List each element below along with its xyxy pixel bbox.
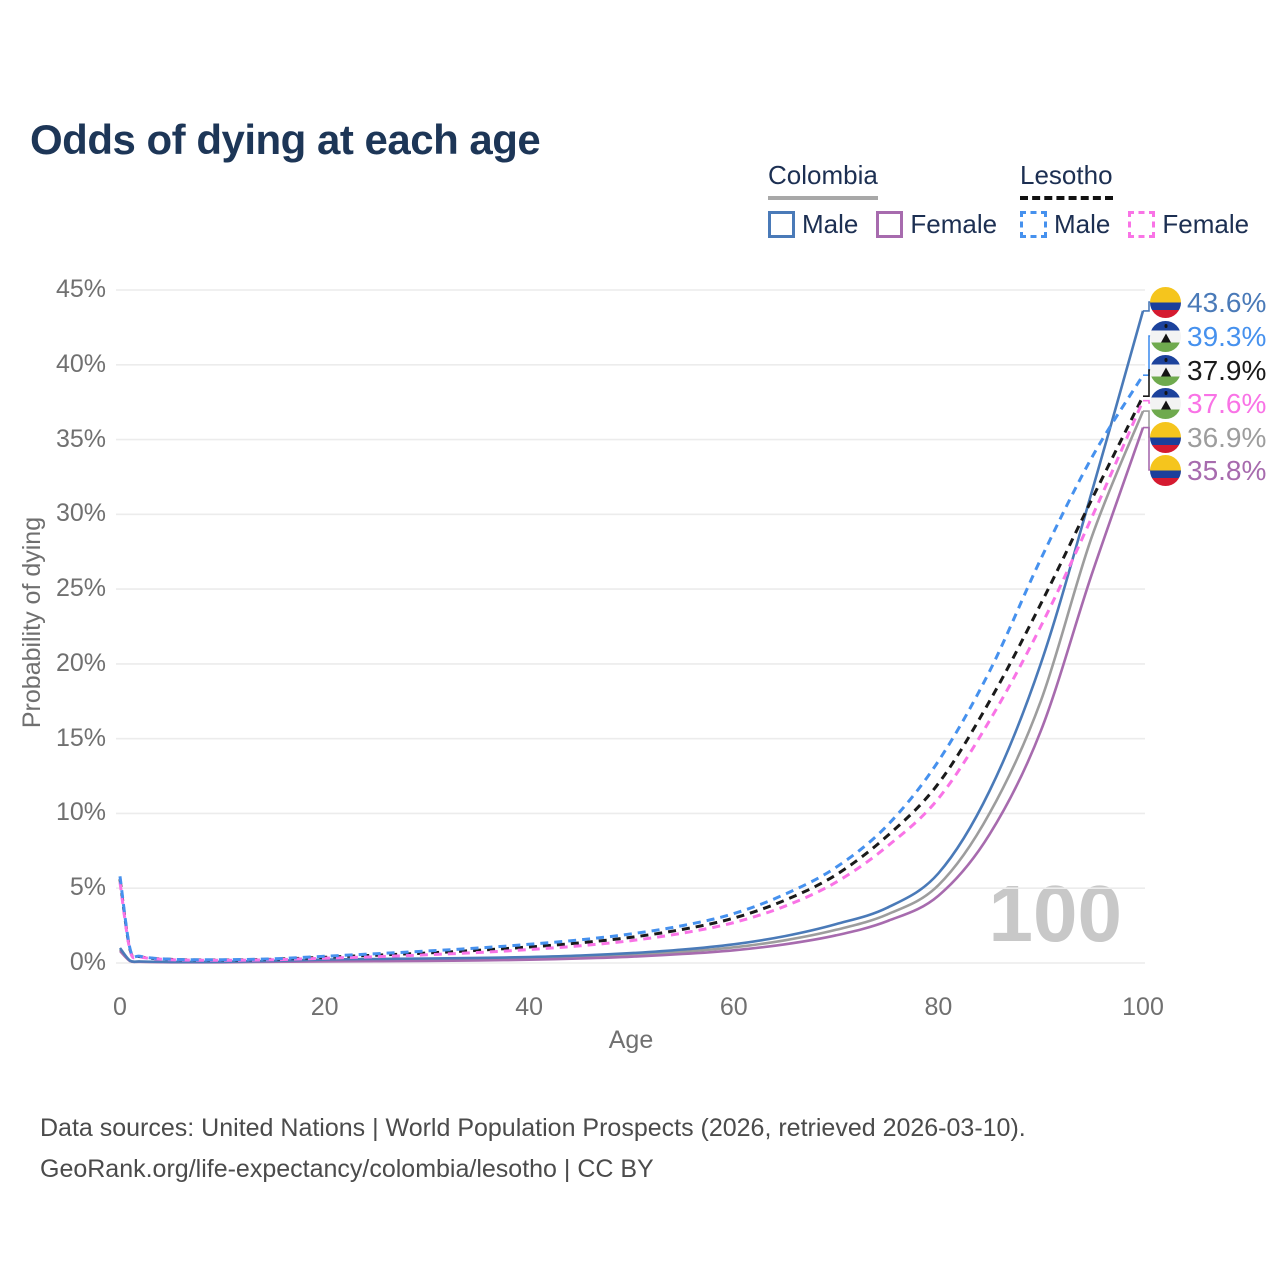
y-tick-label: 10% <box>55 798 106 827</box>
colombia-flag-icon <box>1150 455 1181 486</box>
legend-item-label: Female <box>910 209 998 239</box>
page-title: Odds of dying at each age <box>30 116 541 164</box>
x-axis-title: Age <box>608 1026 654 1054</box>
footer-line-1: Data sources: United Nations | World Pop… <box>40 1114 1026 1142</box>
series-line-colombia-male <box>118 310 1145 964</box>
end-label-value: 36.9% <box>1187 421 1267 453</box>
y-tick-label: 30% <box>55 499 106 528</box>
colombia-flag-icon <box>1150 422 1181 453</box>
end-label-value: 43.6% <box>1187 286 1267 318</box>
y-tick-label: 40% <box>55 349 106 378</box>
legend-country-colombia: Colombia <box>768 160 878 200</box>
y-tick-label: 20% <box>55 648 106 677</box>
lesotho-flag-icon <box>1150 355 1181 386</box>
legend-item-colombia-male[interactable]: Male <box>768 209 858 240</box>
series-line-colombia-both <box>119 410 1145 964</box>
legend-item-lesotho-female[interactable]: Female <box>1128 209 1249 240</box>
legend-item-label: Male <box>1054 209 1111 239</box>
end-label-value: 39.3% <box>1187 320 1267 352</box>
end-label-lesotho-both: 37.9% <box>1150 354 1266 387</box>
y-axis-title: Probability of dying <box>18 516 47 729</box>
legend-item-label: Male <box>802 209 859 239</box>
x-tick-label: 40 <box>515 993 544 1021</box>
end-label-value: 37.9% <box>1187 354 1267 386</box>
x-tick-label: 20 <box>310 993 339 1021</box>
legend-group-colombia: Colombia Male Female <box>768 160 1015 240</box>
series-line-colombia-female <box>119 427 1145 964</box>
end-label-value: 37.6% <box>1187 387 1267 419</box>
series-line-lesotho-both <box>118 395 1145 962</box>
y-tick-label: 35% <box>55 424 106 453</box>
series-line-lesotho-male <box>118 374 1145 962</box>
lesotho-flag-icon <box>1150 388 1181 419</box>
legend-group-lesotho: Lesotho Male Female <box>1020 160 1267 240</box>
colombia-male-swatch-icon <box>768 211 795 238</box>
x-tick-label: 80 <box>924 993 953 1021</box>
end-label-lesotho-female: 37.6% <box>1150 387 1266 420</box>
age-watermark: 100 <box>988 869 1122 958</box>
x-tick-label: 60 <box>719 993 748 1021</box>
y-tick-label: 5% <box>69 873 106 902</box>
colombia-female-swatch-icon <box>876 211 904 238</box>
legend-item-colombia-female[interactable]: Female <box>876 209 997 240</box>
end-label-lesotho-male: 39.3% <box>1150 320 1266 353</box>
legend-country-lesotho: Lesotho <box>1020 160 1113 200</box>
legend-item-label: Female <box>1162 209 1250 239</box>
y-tick-label: 0% <box>69 948 106 976</box>
end-label-colombia-male: 43.6% <box>1150 286 1266 319</box>
y-tick-label: 45% <box>55 275 106 303</box>
colombia-flag-icon <box>1150 287 1181 318</box>
end-label-value: 35.8% <box>1187 454 1267 486</box>
lesotho-flag-icon <box>1150 321 1181 352</box>
x-tick-label: 100 <box>1122 993 1164 1021</box>
end-label-colombia-both: 36.9% <box>1150 421 1266 454</box>
x-tick-label: 0 <box>113 993 127 1021</box>
data-source-footer: Data sources: United Nations | World Pop… <box>40 1108 1026 1190</box>
y-tick-label: 15% <box>55 723 106 752</box>
lesotho-female-swatch-icon <box>1128 211 1156 238</box>
footer-line-2: GeoRank.org/life-expectancy/colombia/les… <box>40 1155 654 1183</box>
lesotho-male-swatch-icon <box>1020 211 1047 238</box>
series-line-lesotho-female <box>118 400 1145 962</box>
end-label-colombia-female: 35.8% <box>1150 454 1266 487</box>
legend-item-lesotho-male[interactable]: Male <box>1020 209 1110 240</box>
y-tick-label: 25% <box>55 574 106 603</box>
